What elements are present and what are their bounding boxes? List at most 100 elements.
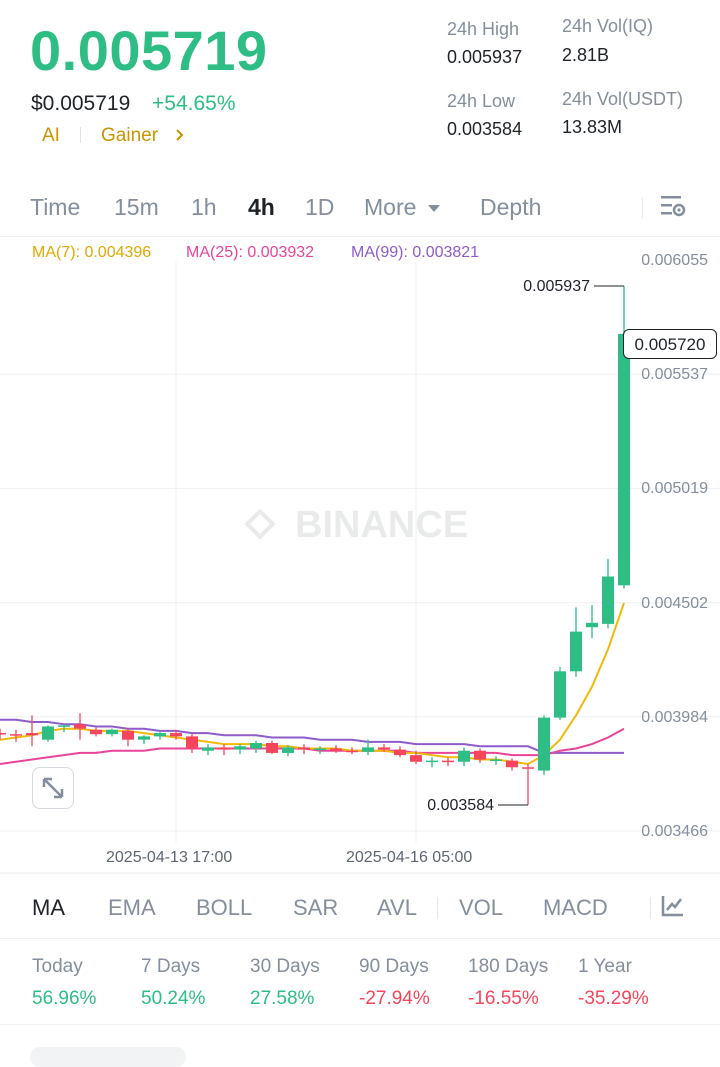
y-tick: 0.004502 — [641, 595, 708, 612]
watermark-text: BINANCE — [295, 504, 468, 546]
chart-settings-icon[interactable] — [659, 194, 687, 225]
candle-body — [602, 576, 614, 624]
expand-arrows-icon[interactable] — [32, 767, 74, 809]
indicator-boll[interactable]: BOLL — [196, 895, 253, 920]
indicator-chart-icon[interactable] — [660, 893, 686, 924]
candle-body — [154, 733, 166, 737]
indicator-divider — [650, 897, 651, 919]
candle-body — [218, 747, 230, 750]
candle-body — [330, 748, 342, 751]
candle-body — [282, 747, 294, 753]
candle-body — [410, 755, 422, 762]
perf-value: 27.58% — [250, 988, 315, 1009]
tab-more[interactable]: More — [364, 194, 417, 220]
annotations: 0.005937 0.003584 — [427, 278, 630, 814]
low-value: 0.003584 — [447, 119, 523, 139]
candle-body — [234, 746, 246, 750]
candle-body — [554, 671, 566, 718]
candle-body — [618, 333, 630, 586]
candlestick-chart[interactable]: BINANCE 0.005937 0.003584 — [0, 262, 720, 842]
indicator-avl[interactable]: AVL — [377, 895, 417, 920]
x-tick: 2025-04-13 17:00 — [106, 849, 233, 866]
ma99-line — [0, 718, 624, 754]
divider — [0, 236, 720, 237]
candle-body — [394, 749, 406, 756]
candle-body — [458, 750, 470, 762]
candle-body — [266, 743, 278, 753]
indicator-divider — [437, 897, 438, 919]
candle-body — [538, 717, 550, 771]
y-tick: 0.006055 — [641, 252, 708, 269]
candle-body — [106, 729, 118, 735]
tag-ai[interactable]: AI — [42, 125, 60, 146]
candle-body — [378, 747, 390, 750]
y-tick: 0.003466 — [641, 823, 708, 840]
perf-value: -35.29% — [578, 988, 649, 1009]
candle-body — [90, 729, 102, 735]
y-tick: 0.005019 — [641, 480, 708, 497]
candle-body — [58, 725, 70, 727]
high-label: 24h High — [447, 19, 520, 39]
candle-body — [474, 750, 486, 760]
candle-body — [122, 730, 134, 740]
divider — [0, 872, 720, 874]
ma99-series — [0, 718, 624, 754]
indicator-sar[interactable]: SAR — [293, 895, 339, 920]
candle-body — [506, 760, 518, 768]
vol-base-value: 2.81B — [562, 45, 610, 65]
perf-value: 50.24% — [141, 988, 206, 1009]
candle-body — [0, 733, 6, 735]
candle-body — [170, 733, 182, 737]
tag-divider — [80, 127, 81, 143]
ma7-line — [0, 602, 625, 766]
ma7-legend: MA(7): 0.004396 — [32, 244, 152, 261]
y-tick: 0.003984 — [641, 709, 708, 726]
last-price: 0.005719 — [30, 19, 268, 82]
ma25-legend: MA(25): 0.003932 — [186, 244, 315, 261]
candle-body — [442, 760, 454, 763]
low-annotation: 0.003584 — [427, 797, 494, 814]
candle-body — [362, 747, 374, 752]
candle-body — [42, 726, 54, 740]
vol-quote-label: 24h Vol(USDT) — [562, 89, 684, 109]
candle-body — [138, 736, 150, 740]
tab-1d[interactable]: 1D — [305, 194, 335, 220]
divider — [0, 1024, 720, 1025]
candle-body — [570, 631, 582, 672]
high-annotation: 0.005937 — [523, 278, 590, 295]
binance-watermark: BINANCE — [244, 504, 468, 546]
perf-value: -27.94% — [359, 988, 430, 1009]
usd-price: $0.005719 — [31, 92, 131, 115]
candle-body — [490, 759, 502, 762]
caret-down-icon[interactable] — [427, 201, 441, 219]
ma99-legend: MA(99): 0.003821 — [351, 244, 480, 261]
y-tick: 0.005537 — [641, 366, 708, 383]
indicator-ema[interactable]: EMA — [108, 895, 156, 920]
tag-gainer[interactable]: Gainer — [101, 125, 159, 146]
indicator-vol[interactable]: VOL — [459, 895, 504, 920]
candle-body — [522, 767, 534, 769]
tab-15m[interactable]: 15m — [114, 194, 159, 220]
ma25-series — [0, 727, 625, 765]
chevron-right-icon[interactable] — [174, 126, 186, 149]
tab-time[interactable]: Time — [30, 194, 81, 220]
candle-body — [186, 736, 198, 749]
x-tick: 2025-04-16 05:00 — [346, 849, 473, 866]
bottom-pill — [30, 1047, 186, 1067]
perf-label: 30 Days — [250, 956, 320, 977]
perf-value: 56.96% — [32, 988, 97, 1009]
perf-label: 90 Days — [359, 956, 429, 977]
vol-quote-value: 13.83M — [562, 117, 623, 137]
perf-label: 180 Days — [468, 956, 549, 977]
perf-label: 7 Days — [141, 956, 201, 977]
tab-4h[interactable]: 4h — [248, 194, 275, 220]
candle-body — [74, 724, 86, 729]
tab-depth[interactable]: Depth — [480, 194, 542, 220]
perf-label: 1 Year — [578, 956, 632, 977]
current-price-label: 0.005720 — [623, 329, 717, 359]
candle-body — [586, 622, 598, 628]
indicator-ma[interactable]: MA — [32, 895, 65, 920]
candle-body — [10, 734, 22, 736]
indicator-macd[interactable]: MACD — [543, 895, 608, 920]
tab-1h[interactable]: 1h — [191, 194, 217, 220]
